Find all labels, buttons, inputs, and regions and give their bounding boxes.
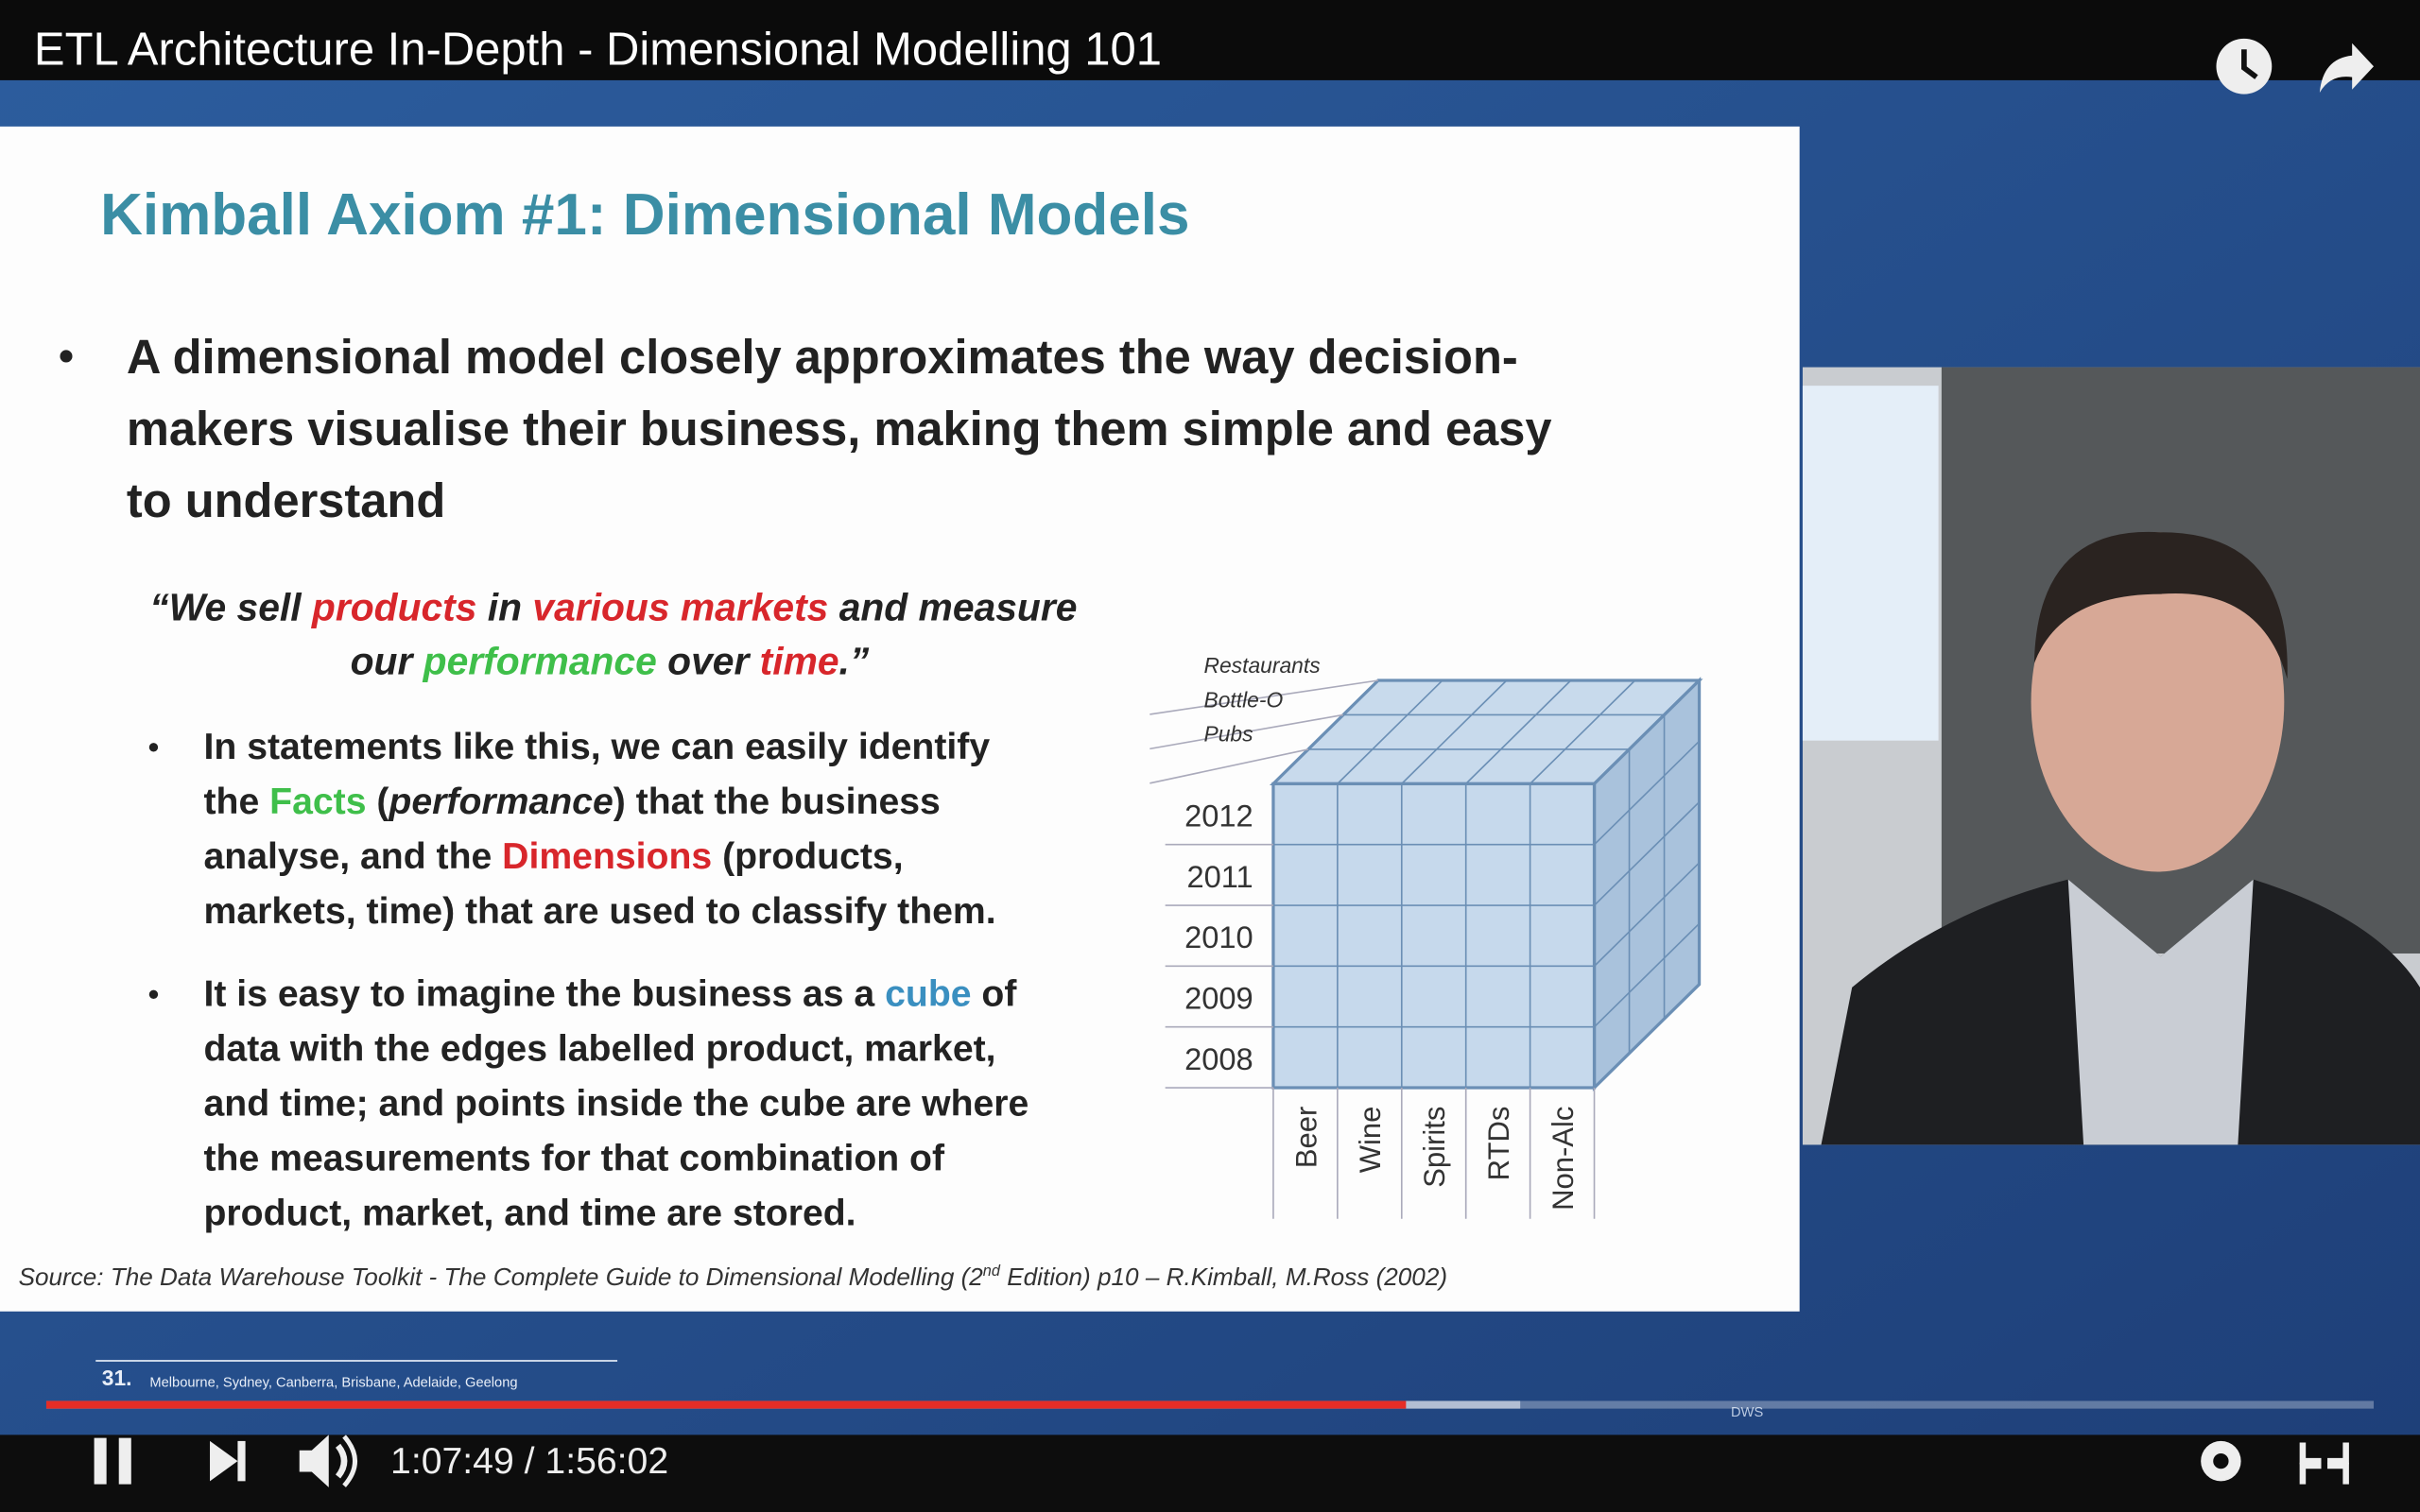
next-button[interactable]	[210, 1440, 246, 1482]
volume-button[interactable]	[299, 1435, 357, 1487]
text-line: data with the edges labelled product, ma…	[204, 1028, 996, 1069]
text-segment: our	[351, 639, 424, 682]
text-segment: markets, time) that are used to classify…	[204, 891, 996, 932]
text-segment: product, market, and time are stored.	[204, 1193, 856, 1233]
source-text: Source: The Data Warehouse Toolkit - The…	[19, 1263, 984, 1291]
text-segment: (	[367, 782, 389, 822]
text-segment: “We sell	[149, 585, 312, 628]
bullet-dot: •	[148, 976, 159, 1011]
slide-number: 31.	[102, 1366, 132, 1390]
cube-front	[1271, 782, 1597, 1090]
cube-grid	[1401, 679, 1508, 784]
source-sup: nd	[983, 1263, 1001, 1280]
axis-line	[1150, 748, 1309, 784]
cube-diagram: Beer Wine Spirits RTDs Non-Alc 2012 2011 2010 20…	[1150, 653, 1703, 1219]
played-bar	[45, 1400, 1407, 1409]
top-bar	[0, 0, 2420, 80]
year-label: 2010	[1184, 919, 1253, 954]
year-label: 2012	[1184, 799, 1253, 833]
text-segment: performance	[388, 782, 613, 822]
text-line: “We sell products in various markets and…	[149, 585, 1077, 628]
settings-hole	[2213, 1452, 2229, 1469]
text-segment: performance	[423, 639, 657, 682]
product-label: Beer	[1289, 1107, 1322, 1169]
market-label: Pubs	[1203, 722, 1253, 747]
current-time: 1:07:49	[390, 1441, 514, 1482]
text-line: the Facts (performance) that the busines…	[204, 782, 941, 822]
year-label: 2011	[1187, 859, 1253, 894]
product-label: Spirits	[1418, 1107, 1451, 1188]
cube-grid	[1465, 679, 1572, 784]
text-segment: .”	[839, 639, 870, 682]
bullet-dot: •	[148, 730, 159, 765]
cube-grid	[1530, 679, 1636, 784]
control-bar	[0, 1435, 2420, 1512]
text-line: the measurements for that combination of	[204, 1138, 945, 1178]
text-segment: cube	[885, 973, 971, 1014]
text-segment: and measure	[828, 585, 1077, 628]
text-line: and time; and points inside the cube are…	[204, 1083, 1029, 1124]
year-label: 2009	[1184, 981, 1253, 1016]
text-line: In statements like this, we can easily i…	[204, 727, 991, 767]
text-segment: (products,	[712, 836, 903, 877]
text-segment: and time; and points inside the cube are…	[204, 1083, 1029, 1124]
text-segment: ) that the business	[614, 782, 941, 822]
text-segment: over	[657, 639, 760, 682]
axis-line	[1150, 713, 1344, 750]
axis-line	[1150, 679, 1379, 715]
text-segment: It is easy to imagine the business as a	[204, 973, 886, 1014]
cube-grid	[1593, 862, 1701, 967]
text-segment: analyse, and the	[204, 836, 503, 877]
cube-grid	[1593, 922, 1701, 1028]
bullet-dot: •	[59, 332, 74, 380]
text-line: product, market, and time are stored.	[204, 1193, 856, 1233]
text-segment: Facts	[269, 782, 366, 822]
time-separator: /	[525, 1441, 535, 1482]
text-segment: the	[204, 782, 270, 822]
slide-title: Kimball Axiom #1: Dimensional Models	[100, 182, 1189, 248]
text-segment: the measurements for that combination of	[204, 1138, 945, 1178]
bullet-line: A dimensional model closely approximates…	[127, 330, 1518, 384]
watch-later-button[interactable]	[2216, 38, 2273, 94]
cube-grid	[1593, 801, 1701, 906]
text-segment: of	[972, 973, 1018, 1014]
duration: 1:56:02	[544, 1441, 668, 1482]
text-line: analyse, and the Dimensions (products,	[204, 836, 904, 877]
pause-button[interactable]	[94, 1437, 131, 1485]
exit-fullscreen-button[interactable]	[2299, 1442, 2349, 1485]
footer-cities: Melbourne, Sydney, Canberra, Brisbane, A…	[149, 1376, 517, 1391]
cube-grid	[1593, 740, 1701, 846]
share-button[interactable]	[2319, 43, 2375, 93]
bullet-line: makers visualise their business, making …	[127, 402, 1552, 455]
text-segment: time	[760, 639, 839, 682]
text-segment: products	[311, 585, 477, 628]
text-segment: in	[476, 585, 532, 628]
year-label: 2008	[1184, 1041, 1253, 1076]
market-label: Restaurants	[1203, 653, 1320, 678]
video-title: ETL Architecture In-Depth - Dimensional …	[34, 25, 1162, 76]
product-label: Non-Alc	[1547, 1107, 1580, 1211]
product-label: Wine	[1354, 1107, 1387, 1174]
time-display: 1:07:49 / 1:56:02	[390, 1441, 668, 1482]
bullet-line: to understand	[127, 473, 445, 527]
source-note: Source: The Data Warehouse Toolkit - The…	[19, 1263, 1447, 1291]
speaker-video	[1802, 367, 2420, 1145]
product-label: RTDs	[1482, 1107, 1515, 1181]
text-segment: In statements like this, we can easily i…	[204, 727, 991, 767]
text-line: It is easy to imagine the business as a …	[204, 973, 1018, 1014]
cube-grid	[1337, 679, 1443, 784]
footer-logo: DWS	[1731, 1405, 1763, 1420]
text-line: markets, time) that are used to classify…	[204, 891, 996, 932]
text-line: our performance over time.”	[351, 639, 870, 682]
market-label: Bottle-O	[1203, 687, 1283, 712]
text-segment: various markets	[532, 585, 828, 628]
source-text: Edition) p10 – R.Kimball, M.Ross (2002)	[1000, 1263, 1447, 1291]
text-segment: data with the edges labelled product, ma…	[204, 1028, 996, 1069]
text-segment: Dimensions	[502, 836, 712, 877]
